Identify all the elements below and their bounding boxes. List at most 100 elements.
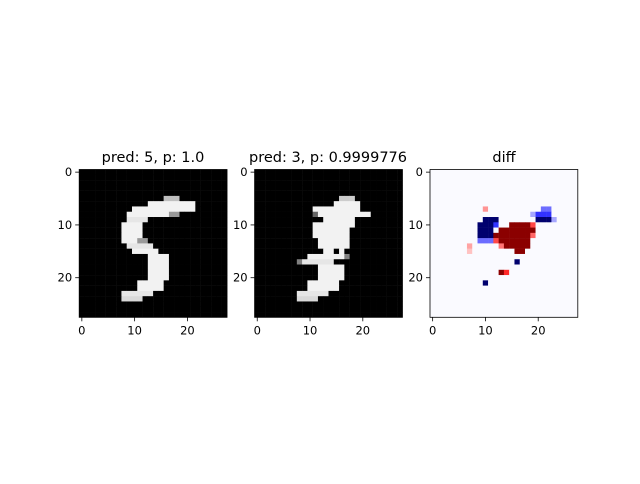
image-pixel [121,201,127,207]
image-pixel [572,243,579,249]
image-pixel [435,238,441,244]
image-pixel [270,232,276,239]
image-pixel [163,280,170,286]
image-pixel [509,280,515,286]
image-pixel [323,201,329,207]
image-pixel [100,285,106,292]
image-pixel [503,180,510,186]
image-pixel [561,253,568,260]
image-pixel [131,222,138,228]
image-pixel [184,211,191,218]
image-pixel [365,280,371,286]
image-pixel [291,169,298,176]
image-pixel [116,259,122,265]
image-pixel [168,248,175,255]
image-pixel [280,269,287,276]
image-pixel [440,264,447,271]
image-pixel [126,306,133,313]
image-pixel [291,306,298,313]
image-pixel [317,243,324,249]
image-pixel [572,259,579,265]
image-pixel [333,222,340,228]
image-pixel [110,201,117,207]
image-pixel [312,206,319,212]
image-pixel [472,275,478,281]
image-pixel [525,253,531,260]
image-pixel [370,248,377,255]
image-pixel [477,253,484,260]
image-pixel [163,248,170,255]
image-pixel [270,306,276,313]
image-pixel [179,195,186,202]
image-pixel [440,201,447,207]
image-pixel [466,296,473,302]
image-pixel [280,185,287,191]
image-pixel [221,275,228,281]
image-pixel [561,243,568,249]
image-pixel [376,169,382,176]
image-pixel [312,301,319,307]
image-pixel [386,195,393,202]
image-pixel [482,259,489,265]
image-pixels [430,169,579,318]
image-pixel [302,296,308,302]
image-pixel [349,312,356,318]
image-pixel [158,217,164,223]
image-pixel [461,227,468,234]
image-pixel [466,211,473,218]
image-pixel [561,312,568,318]
image-pixel [535,248,542,255]
image-pixel [317,301,324,307]
image-pixel [381,238,387,244]
image-pixel [153,201,159,207]
image-pixel [280,180,287,186]
image-pixel [79,296,85,302]
image-pixel [291,253,298,260]
image-pixel [466,280,473,286]
image-pixel [179,259,186,265]
image-pixel [451,280,457,286]
image-pixel [195,285,201,292]
image-pixel [100,243,106,249]
image-pixel [270,217,276,223]
image-pixel [461,195,468,202]
image-pixel [365,217,371,223]
image-pixel [280,259,287,265]
image-pixel [370,264,377,271]
image-pixel [333,253,340,260]
image-pixel [302,259,308,265]
image-pixel [386,190,393,197]
image-pixel [126,195,133,202]
image-pixel [153,296,159,302]
image-pixel [89,243,96,249]
image-pixel [445,211,452,218]
image-pixel [216,269,222,276]
image-pixel [360,169,366,176]
image-pixel [205,180,212,186]
image-pixel [482,312,489,318]
image-pixel [561,195,568,202]
image-pixel [360,259,366,265]
image-pixel [498,217,505,223]
image-pixel [153,312,159,318]
image-pixel [270,301,276,307]
image-pixel [430,201,436,207]
image-pixel [296,306,303,313]
image-pixel [312,253,319,260]
image-pixel [503,280,510,286]
image-pixel [386,296,393,302]
image-pixel [163,243,170,249]
image-pixel [514,180,520,186]
image-pixel [291,248,298,255]
image-pixel [561,269,568,276]
image-pixel [307,232,313,239]
image-pixel [323,301,329,307]
image-pixel [365,190,371,197]
image-pixel [488,290,494,297]
image-pixel [519,227,526,234]
image-pixel [461,290,468,297]
image-pixel [270,312,276,318]
image-pixel [275,217,282,223]
image-pixel [317,290,324,297]
image-pixel [540,296,547,302]
